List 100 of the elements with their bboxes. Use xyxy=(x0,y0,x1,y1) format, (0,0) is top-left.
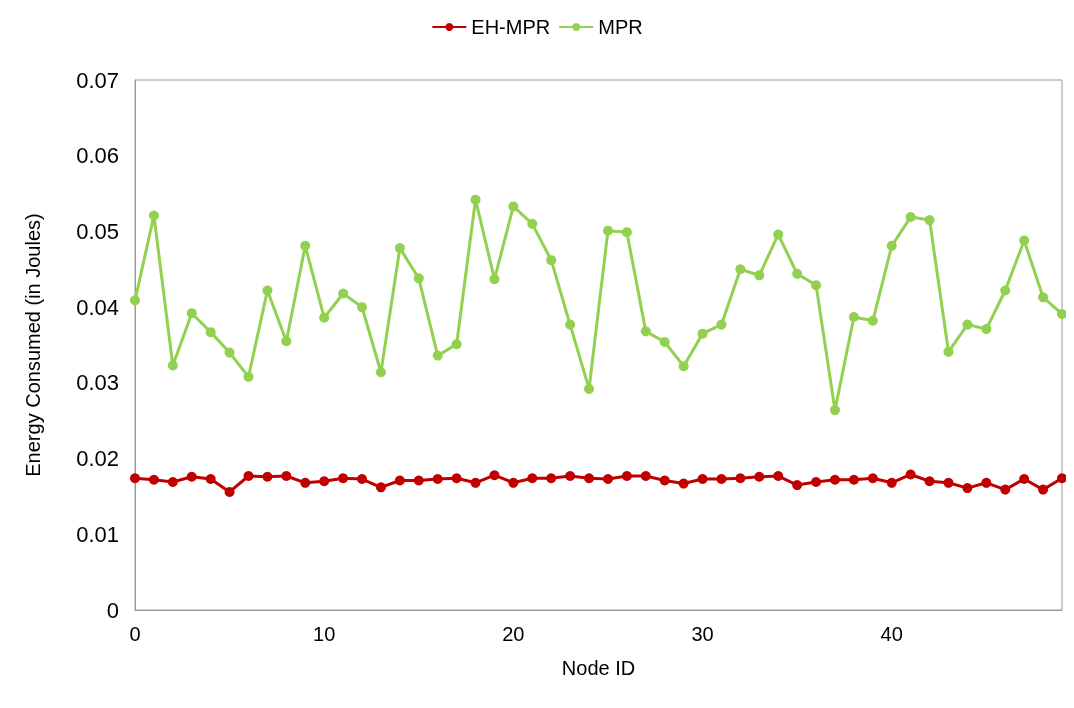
point xyxy=(792,480,803,491)
point xyxy=(773,470,784,481)
point xyxy=(319,312,330,323)
point xyxy=(735,264,746,275)
x-tick-label: 20 xyxy=(502,623,525,645)
point xyxy=(678,478,689,489)
point xyxy=(394,243,405,254)
point xyxy=(375,367,386,378)
point xyxy=(867,315,878,326)
point xyxy=(262,285,273,296)
point xyxy=(697,474,708,485)
point xyxy=(905,469,916,480)
y-tick-label: 0.02 xyxy=(76,446,119,472)
point xyxy=(565,319,576,330)
point xyxy=(716,474,727,485)
y-tick-label: 0.03 xyxy=(76,370,119,396)
point xyxy=(848,474,859,485)
y-axis-title: Energy Consumed (in Joules) xyxy=(22,213,44,477)
point xyxy=(489,470,500,481)
point xyxy=(924,215,935,226)
point xyxy=(148,210,159,221)
point xyxy=(243,371,254,382)
point xyxy=(792,268,803,279)
point xyxy=(413,273,424,284)
point xyxy=(186,308,197,319)
y-tick-label: 0.07 xyxy=(76,67,119,93)
point xyxy=(1038,484,1049,495)
point xyxy=(508,201,519,212)
point xyxy=(167,477,178,488)
point xyxy=(357,474,368,485)
point xyxy=(148,474,159,485)
point xyxy=(754,270,765,281)
point xyxy=(300,240,311,251)
point xyxy=(640,470,651,481)
x-axis-title: Node ID xyxy=(561,657,636,679)
point xyxy=(811,280,822,291)
point xyxy=(659,475,670,486)
point xyxy=(205,474,216,485)
point xyxy=(130,473,140,484)
point xyxy=(754,471,765,482)
point xyxy=(243,470,254,481)
point xyxy=(432,350,443,361)
point xyxy=(357,302,368,313)
legend-label: MPR xyxy=(598,16,643,38)
point xyxy=(867,473,878,484)
point xyxy=(981,477,992,488)
point xyxy=(527,218,538,229)
point xyxy=(451,473,462,484)
point xyxy=(338,473,349,484)
legend-label: EH-MPR xyxy=(471,16,551,38)
point xyxy=(584,383,595,394)
point xyxy=(962,319,973,330)
point xyxy=(924,476,935,487)
point xyxy=(981,324,992,335)
point xyxy=(1057,308,1066,319)
point xyxy=(640,326,651,337)
point xyxy=(205,327,216,338)
point xyxy=(565,470,576,481)
y-tick-label: 0.01 xyxy=(76,521,119,547)
point xyxy=(546,255,557,266)
point xyxy=(584,473,595,484)
point xyxy=(432,474,443,485)
point xyxy=(621,227,632,238)
point xyxy=(262,471,273,482)
point xyxy=(848,311,859,322)
point xyxy=(602,474,613,485)
point xyxy=(167,360,178,371)
point xyxy=(773,229,784,240)
x-tick-label: 30 xyxy=(691,623,714,645)
point xyxy=(489,274,500,285)
point xyxy=(905,212,916,223)
point xyxy=(281,336,292,347)
point xyxy=(829,405,840,416)
point xyxy=(697,328,708,339)
point xyxy=(811,477,822,488)
y-tick-label: 0.04 xyxy=(76,294,119,320)
point xyxy=(1057,473,1066,484)
point xyxy=(1038,292,1049,303)
y-tick-label: 0.05 xyxy=(76,218,119,244)
point xyxy=(413,475,424,486)
point xyxy=(602,225,613,236)
y-tick-label: 0 xyxy=(106,597,119,623)
point xyxy=(300,477,311,488)
point xyxy=(546,473,557,484)
point xyxy=(281,470,292,481)
x-tick-label: 40 xyxy=(880,623,903,645)
point xyxy=(659,336,670,347)
point xyxy=(338,288,349,299)
point xyxy=(451,339,462,350)
point xyxy=(224,486,235,497)
point xyxy=(735,473,746,484)
point xyxy=(886,240,897,251)
point xyxy=(962,483,973,494)
point xyxy=(186,471,197,482)
point xyxy=(224,347,235,358)
point xyxy=(1000,285,1011,296)
point xyxy=(375,482,386,493)
point xyxy=(943,346,954,357)
point xyxy=(1019,474,1030,485)
point xyxy=(508,477,519,488)
